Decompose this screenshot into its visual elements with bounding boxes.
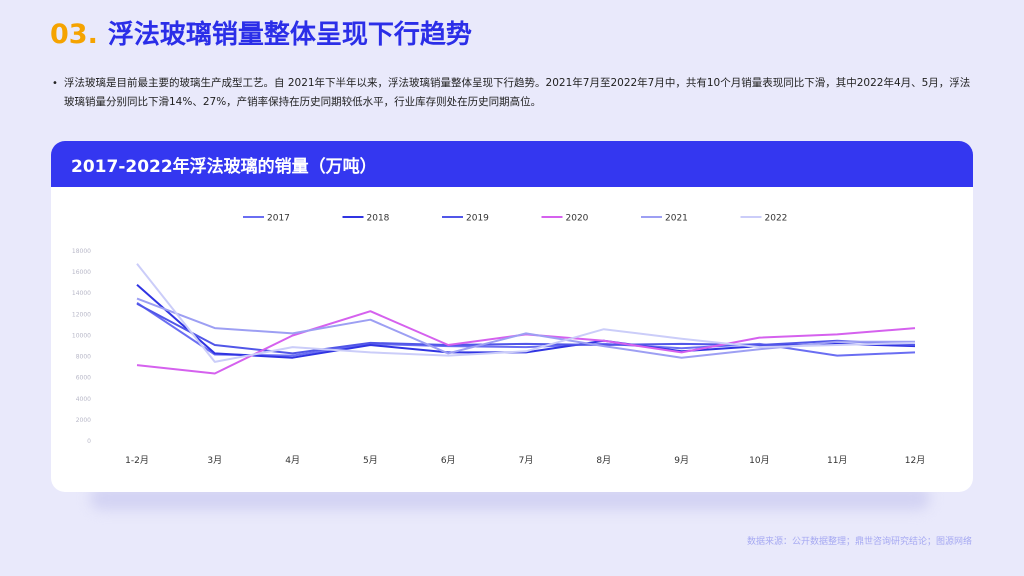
x-tick-label: 7月: [519, 455, 534, 466]
legend-label: 2022: [765, 214, 788, 224]
x-tick-label: 1-2月: [125, 455, 149, 466]
legend-label: 2020: [566, 214, 589, 224]
x-tick-label: 6月: [441, 455, 456, 466]
y-tick-label: 10000: [72, 332, 91, 339]
series-line-2017: [136, 301, 916, 357]
card-header: 2017-2022年浮法玻璃的销量（万吨）: [51, 141, 973, 187]
series-line-2018: [136, 284, 916, 359]
x-tick-label: 12月: [905, 455, 925, 466]
x-tick-label: 10月: [749, 455, 769, 466]
y-tick-label: 4000: [76, 396, 91, 403]
line-chart: 0 2000 4000 6000 8000 10000 12000 14000 16000 180…: [72, 214, 925, 467]
bullet-paragraph: • 浮法玻璃是目前最主要的玻璃生产成型工艺。自 2021年下半年以来，浮法玻璃销…: [52, 74, 976, 112]
x-tick-label: 4月: [285, 455, 300, 466]
y-tick-label: 6000: [76, 375, 91, 382]
series-line-2022: [136, 263, 916, 363]
bullet-text: 浮法玻璃是目前最主要的玻璃生产成型工艺。自 2021年下半年以来，浮法玻璃销量整…: [64, 77, 971, 108]
card-title: 2017-2022年浮法玻璃的销量（万吨）: [71, 156, 377, 177]
y-tick-label: 14000: [72, 290, 91, 297]
y-tick-label: 16000: [72, 269, 91, 276]
page-title: 浮法玻璃销量整体呈现下行趋势: [107, 20, 472, 50]
x-tick-label: 8月: [596, 455, 611, 466]
legend-label: 2017: [267, 214, 290, 224]
y-tick-label: 18000: [72, 248, 91, 255]
x-tick-label: 5月: [363, 455, 378, 466]
legend-label: 2019: [466, 214, 489, 224]
bullet-dot-icon: •: [52, 78, 58, 89]
x-tick-label: 9月: [674, 455, 689, 466]
series-line-2019: [136, 302, 916, 355]
section-number: 03.: [50, 19, 98, 50]
legend-label: 2021: [665, 214, 688, 224]
y-tick-label: 8000: [76, 354, 91, 361]
y-tick-label: 2000: [76, 417, 91, 424]
y-tick-label: 0: [87, 438, 91, 445]
chart-card: 2017-2022年浮法玻璃的销量（万吨） 0 2000 4000 6000 8000 1…: [51, 141, 973, 492]
page-title-row: 03. 浮法玻璃销量整体呈现下行趋势: [50, 14, 472, 58]
x-tick-label: 11月: [827, 455, 847, 466]
y-tick-label: 12000: [72, 311, 91, 318]
x-tick-label: 3月: [207, 455, 222, 466]
source-note: 数据来源：公开数据整理；鼎世咨询研究结论；图源网络: [746, 537, 972, 547]
legend-label: 2018: [367, 214, 390, 224]
